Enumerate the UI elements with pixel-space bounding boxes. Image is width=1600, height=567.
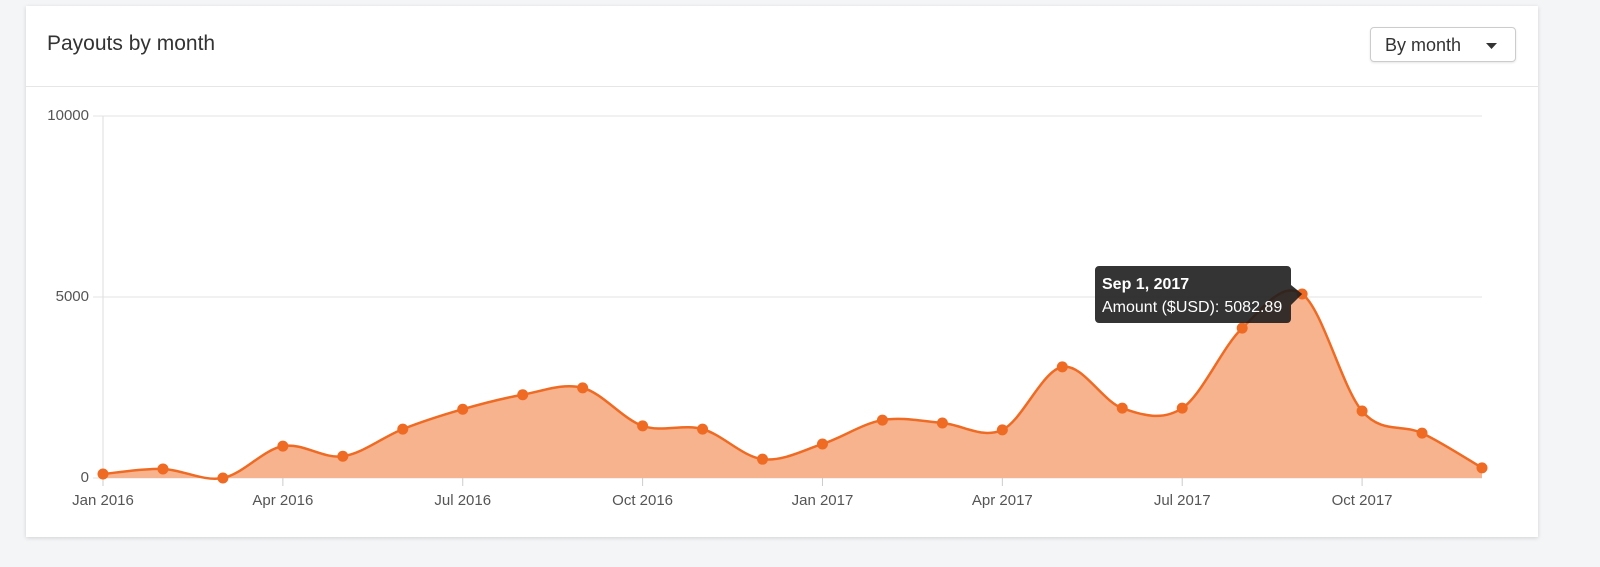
point xyxy=(816,438,828,450)
tooltip-value: 5082.89 xyxy=(1224,299,1282,316)
point xyxy=(217,472,229,484)
point xyxy=(1416,427,1428,439)
x-tick-label: Oct 2017 xyxy=(1332,492,1393,509)
point xyxy=(157,463,169,475)
x-tick-label: Jul 2016 xyxy=(434,492,491,509)
x-tick-label: Jan 2017 xyxy=(792,492,854,509)
card-title: Payouts by month xyxy=(47,32,216,55)
tooltip-text: Amount ($USD): 5082.89 xyxy=(1102,299,1282,316)
tooltip-box xyxy=(1095,266,1303,323)
point xyxy=(397,423,409,435)
y-tick-label: 10000 xyxy=(47,107,89,124)
tooltip: Sep 1, 2017 Amount ($USD): 5082.89 xyxy=(1095,266,1303,323)
x-tick-label: Apr 2017 xyxy=(972,492,1033,509)
caret xyxy=(1486,43,1497,49)
area xyxy=(103,290,1482,479)
tooltip-title: Sep 1, 2017 xyxy=(1102,276,1189,293)
point xyxy=(697,423,709,435)
point xyxy=(936,417,948,429)
x-tick-label: Jan 2016 xyxy=(72,492,134,509)
point xyxy=(517,389,529,401)
point xyxy=(1176,402,1188,414)
point xyxy=(577,382,589,394)
dropdown-label: By month xyxy=(1385,35,1462,55)
card-header: Payouts by month By month xyxy=(26,6,1538,87)
dropdown[interactable]: By month xyxy=(1370,27,1516,62)
point xyxy=(1056,361,1068,373)
point xyxy=(277,440,289,452)
point xyxy=(1236,322,1248,334)
point xyxy=(1476,462,1488,474)
point xyxy=(757,453,769,465)
y-tick-label: 5000 xyxy=(56,288,89,305)
point xyxy=(337,450,349,462)
point xyxy=(457,403,469,415)
y-tick-label: 0 xyxy=(81,469,89,486)
tooltip-label: Amount ($USD): xyxy=(1102,299,1219,316)
point xyxy=(97,468,109,480)
x-tick-label: Apr 2016 xyxy=(252,492,313,509)
point xyxy=(637,420,649,432)
point xyxy=(996,424,1008,436)
point xyxy=(1116,402,1128,414)
x-tick-label: Jul 2017 xyxy=(1154,492,1211,509)
x-tick-label: Oct 2016 xyxy=(612,492,673,509)
point xyxy=(876,414,888,426)
point xyxy=(1356,405,1368,417)
